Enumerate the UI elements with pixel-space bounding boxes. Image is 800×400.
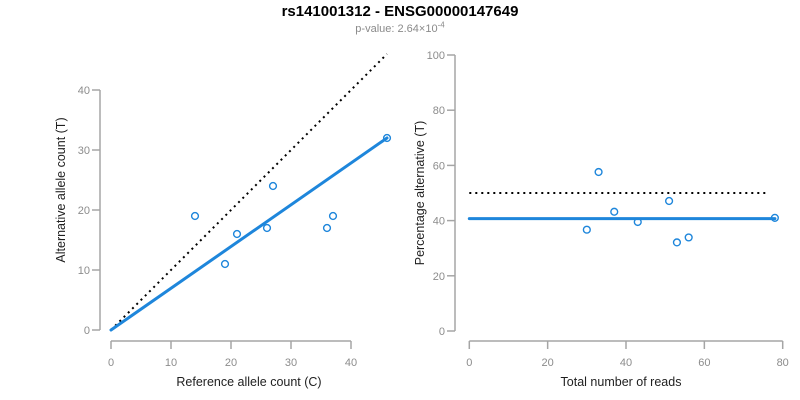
- left-identity-line: [110, 53, 388, 331]
- right-x-tick-label: 20: [542, 357, 554, 369]
- right-data-point: [582, 225, 591, 234]
- left-data-point: [262, 223, 272, 233]
- left-data-point: [328, 211, 338, 221]
- figure-subtitle: p-value: 2.64×10-4: [0, 20, 800, 36]
- left-x-axis-title: Reference allele count (C): [176, 375, 321, 389]
- left-x-tick-label: 20: [225, 357, 237, 369]
- right-data-point: [664, 196, 674, 206]
- left-data-point: [322, 223, 332, 233]
- right-data-point: [633, 217, 642, 227]
- left-data-point: [190, 211, 200, 221]
- figure-header: rs141001312 - ENSG00000147649 p-value: 2…: [0, 3, 800, 36]
- right-data-point: [770, 213, 779, 222]
- left-y-axis-title: Alternative allele count (T): [54, 117, 68, 262]
- left-fit-line: [109, 136, 389, 332]
- right-x-tick-label: 60: [698, 357, 710, 369]
- left-data-point: [232, 229, 242, 239]
- left-x-tick-label: 30: [285, 357, 297, 369]
- left-x-tick-label: 0: [108, 357, 114, 369]
- right-x-tick-label: 0: [466, 357, 472, 369]
- left-y-tick-label: 20: [78, 205, 90, 217]
- right-data-point: [684, 233, 693, 242]
- left-y-tick-label: 0: [84, 325, 90, 337]
- left-x-tick-label: 40: [345, 357, 357, 369]
- right-x-tick-label: 80: [777, 357, 789, 369]
- right-x-tick-label: 40: [620, 357, 632, 369]
- figure-title: rs141001312 - ENSG00000147649: [281, 3, 519, 20]
- right-y-tick-label: 100: [427, 50, 445, 62]
- pvalue-text: p-value: 2.64×10: [355, 23, 438, 35]
- right-y-tick-label: 60: [433, 160, 445, 172]
- left-y-tick-label: 40: [78, 85, 90, 97]
- left-y-tick-label: 10: [78, 265, 90, 277]
- pvalue-exponent: -4: [437, 20, 445, 30]
- right-y-tick-label: 40: [433, 216, 445, 228]
- left-data-point: [268, 181, 278, 191]
- right-x-axis-title: Total number of reads: [561, 375, 682, 389]
- right-data-point: [672, 238, 682, 247]
- left-x-tick-label: 10: [165, 357, 177, 369]
- right-y-axis-title: Percentage alternative (T): [413, 121, 427, 266]
- right-data-point: [594, 167, 603, 177]
- left-data-point: [382, 133, 392, 143]
- left-y-tick-label: 30: [78, 145, 90, 157]
- right-y-tick-label: 20: [433, 271, 445, 283]
- right-y-tick-label: 80: [433, 105, 445, 117]
- right-data-point: [610, 207, 619, 216]
- left-data-point: [220, 259, 230, 269]
- right-y-tick-label: 0: [439, 326, 445, 338]
